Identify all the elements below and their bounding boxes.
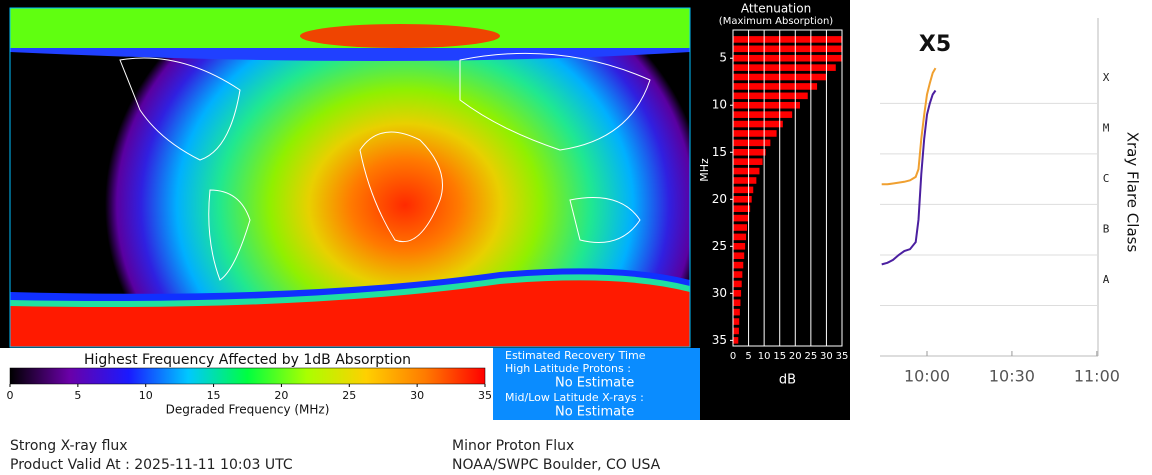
x-tick-label: 30: [820, 351, 833, 362]
attenuation-subtitle: (Maximum Absorption): [719, 16, 833, 27]
coastline: [359, 131, 443, 242]
colorbar-tick-label: 5: [74, 389, 81, 402]
coastline: [119, 57, 241, 161]
colorbar-title: Highest Frequency Affected by 1dB Absorp…: [84, 352, 411, 368]
y-tick-label: M: [1103, 122, 1110, 135]
bar: [733, 64, 836, 71]
dayside-absorption: [105, 8, 690, 347]
colorbar-axis-label: Degraded Frequency (MHz): [166, 403, 330, 417]
coastline: [569, 197, 641, 243]
colorbar-tick-label: 0: [7, 389, 14, 402]
bar: [733, 271, 743, 278]
bar: [733, 111, 793, 118]
x-tick-label: 0: [730, 351, 736, 362]
x-tick-label: 25: [804, 351, 817, 362]
colorbar: [9, 367, 486, 385]
y-tick-label: A: [1103, 273, 1110, 286]
north-cap-peak: [300, 24, 500, 48]
x-tick-label: 10: [758, 351, 771, 362]
recovery-value: No Estimate: [555, 405, 634, 420]
recovery-label: High Latitude Protons :: [505, 362, 631, 375]
footer: Strong X-ray flux Product Valid At : 202…: [10, 438, 661, 473]
y-tick-label: 5: [719, 51, 727, 65]
bar: [733, 83, 818, 90]
y-tick-label: 25: [712, 239, 727, 253]
bar: [733, 299, 741, 307]
south-polar-cap: [10, 280, 690, 347]
bar: [733, 318, 740, 325]
bar: [733, 101, 800, 109]
bar: [733, 92, 808, 100]
map-frame: [9, 7, 691, 348]
y-tick-label: B: [1103, 223, 1110, 236]
bar: [733, 139, 771, 147]
flux-line: [881, 67, 937, 186]
bar: [733, 224, 748, 231]
y-tick-label: C: [1103, 172, 1110, 185]
colorbar-tick-label: 25: [342, 389, 356, 402]
x-tick-label: 15: [773, 351, 786, 362]
recovery-label: Mid/Low Latitude X-rays :: [505, 391, 644, 404]
y-tick-label: X: [1103, 71, 1110, 84]
bar: [733, 130, 777, 137]
y-tick-label: 15: [712, 145, 727, 159]
x-tick-label: 35: [836, 351, 849, 362]
flare-annotation: X5: [919, 32, 951, 57]
colorbar-tick-label: 35: [478, 389, 492, 402]
y-tick-label: 35: [712, 333, 727, 347]
x-axis-label: dB: [779, 373, 796, 388]
bar: [733, 327, 739, 335]
y-axis-label: Xray Flare Class: [1124, 132, 1142, 253]
bar: [733, 337, 739, 344]
bar: [733, 214, 749, 222]
bar: [733, 280, 742, 288]
recovery-text: Estimated Recovery Time High Latitude Pr…: [505, 349, 646, 420]
bar: [733, 54, 842, 62]
bar: [733, 45, 842, 53]
colorbar-tick-label: 15: [207, 389, 221, 402]
y-tick-label: 20: [712, 192, 727, 206]
bar: [733, 158, 763, 165]
recovery-box: [493, 348, 700, 420]
bar: [733, 308, 740, 316]
x-tick-label: 10:00: [904, 367, 950, 386]
flux-line: [881, 89, 937, 266]
bar: [733, 186, 754, 194]
y-tick-label: 10: [712, 98, 727, 112]
bar: [733, 252, 745, 260]
colorbar-tick-label: 20: [274, 389, 288, 402]
footer-text: Minor Proton Flux: [452, 438, 574, 454]
bar: [733, 243, 746, 250]
footer-text: Strong X-ray flux: [10, 438, 128, 454]
bar: [733, 261, 744, 269]
bar: [733, 195, 752, 203]
x-tick-label: 11:00: [1074, 367, 1120, 386]
coastline: [459, 52, 651, 151]
bar: [733, 205, 751, 212]
y-tick-label: 30: [712, 286, 727, 300]
coastline: [208, 189, 251, 281]
bar: [733, 36, 842, 43]
colorbar-tick-label: 30: [410, 389, 424, 402]
x-tick-label: 10:30: [989, 367, 1035, 386]
x-tick-label: 5: [745, 351, 751, 362]
footer-text: NOAA/SWPC Boulder, CO USA: [452, 457, 661, 473]
north-cap-edge: [10, 48, 690, 61]
absorption-map: [10, 8, 690, 347]
bar: [733, 148, 766, 156]
x-tick-label: 20: [789, 351, 802, 362]
recovery-value: No Estimate: [555, 376, 634, 391]
bar: [733, 120, 783, 128]
bar: [733, 233, 747, 241]
colorbar-tick-label: 10: [139, 389, 153, 402]
bar: [733, 167, 760, 175]
recovery-title: Estimated Recovery Time: [505, 349, 646, 362]
bar: [733, 290, 742, 297]
footer-text: Product Valid At : 2025-11-11 10:03 UTC: [10, 457, 293, 473]
y-axis-label: MHz: [698, 158, 711, 182]
bar: [733, 177, 757, 184]
attenuation-title: Attenuation: [741, 2, 811, 16]
